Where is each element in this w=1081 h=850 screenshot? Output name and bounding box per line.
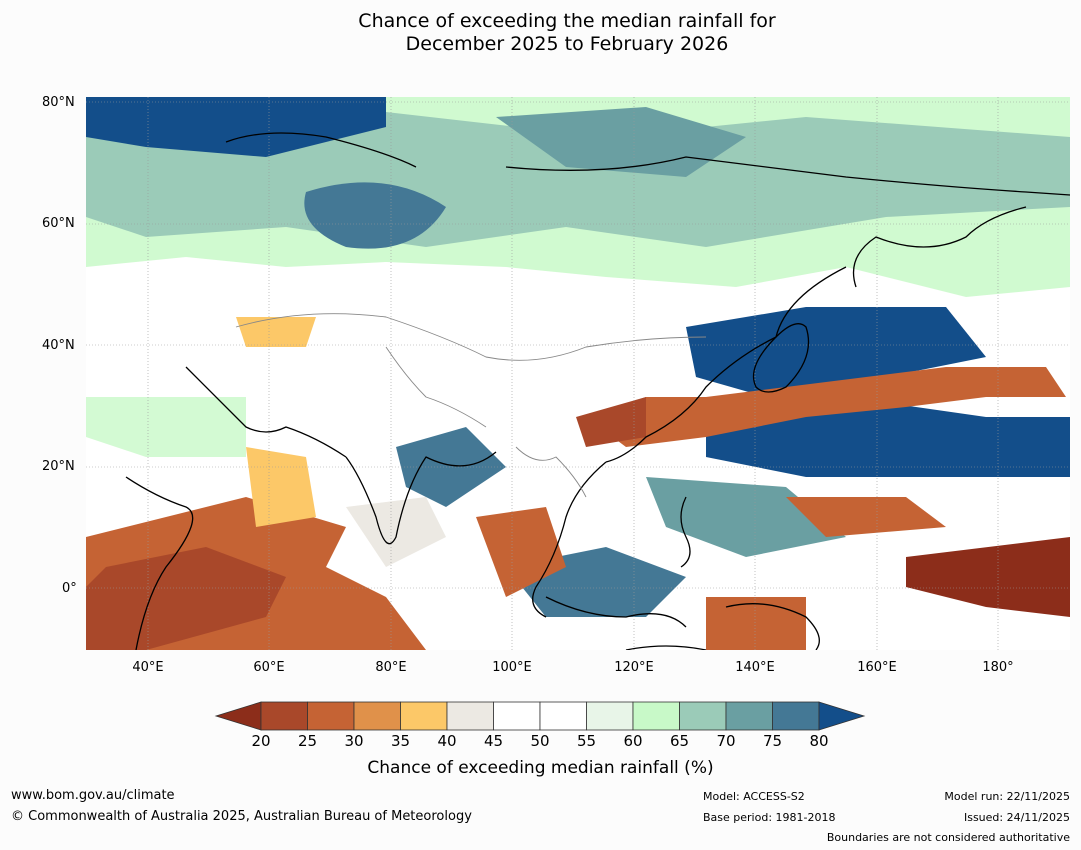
field-tropical-pacific-brown bbox=[786, 497, 946, 537]
colorbar-label-50: 50 bbox=[530, 732, 550, 750]
rainfall-probability-map bbox=[86, 97, 1070, 650]
footer-model: Model: ACCESS-S2 bbox=[703, 790, 805, 803]
colorbar-bin-c35_40 bbox=[400, 701, 448, 731]
footer-copyright: © Commonwealth of Australia 2025, Austra… bbox=[11, 809, 472, 824]
coastlines bbox=[125, 132, 1070, 650]
lon-tick-160e: 160°E bbox=[857, 660, 897, 675]
field-bay-bengal-blue bbox=[396, 427, 506, 507]
coastline-australia-north bbox=[625, 645, 707, 650]
colorbar-label-25: 25 bbox=[297, 732, 318, 750]
field-arabia-green bbox=[86, 397, 246, 457]
field-iran-orange bbox=[236, 317, 316, 347]
field-northsiberia-teal bbox=[496, 107, 746, 177]
coastline-india bbox=[345, 451, 497, 545]
boundary-se-asia bbox=[515, 446, 587, 498]
colorbar-label-35: 35 bbox=[390, 732, 411, 750]
field-newguinea-brown bbox=[706, 597, 806, 650]
field-southchina-darkbrown bbox=[576, 397, 646, 447]
colorbar-label-70: 70 bbox=[716, 732, 736, 750]
lon-tick-140e: 140°E bbox=[735, 660, 775, 675]
colorbar-extend-high bbox=[818, 701, 866, 731]
colorbar-label-55: 55 bbox=[576, 732, 597, 750]
map-canvas bbox=[86, 97, 1070, 650]
footer-url: www.bom.gov.au/climate bbox=[11, 788, 175, 803]
coastline-okhotsk bbox=[852, 206, 1027, 288]
lat-tick-0: 0° bbox=[62, 581, 77, 596]
colorbar-label-60: 60 bbox=[623, 732, 643, 750]
colorbar-bin-c45_50 bbox=[493, 701, 541, 731]
field-scandinavia-blue bbox=[86, 97, 386, 157]
colorbar-label-30: 30 bbox=[344, 732, 364, 750]
boundaries bbox=[235, 313, 707, 498]
colorbar-label-75: 75 bbox=[762, 732, 783, 750]
field-subtropical-brown-band bbox=[586, 367, 1066, 447]
title-line-1: Chance of exceeding the median rainfall … bbox=[358, 10, 776, 32]
colorbar-label-45: 45 bbox=[483, 732, 504, 750]
lat-tick-60n: 60°N bbox=[42, 216, 75, 231]
colorbar-bin-c70_75 bbox=[725, 701, 773, 731]
colorbar-label-80: 80 bbox=[809, 732, 829, 750]
title-line-2: December 2025 to February 2026 bbox=[405, 33, 729, 55]
field-equatorial-pacific-darkbrown bbox=[906, 537, 1070, 617]
lon-tick-80e: 80°E bbox=[375, 660, 407, 675]
colorbar-bin-c30_35 bbox=[353, 701, 401, 731]
footer-disclaimer: Boundaries are not considered authoritat… bbox=[826, 831, 1070, 844]
footer-base-period: Base period: 1981-2018 bbox=[703, 811, 836, 824]
colorbar-title: Chance of exceeding median rainfall (%) bbox=[367, 758, 714, 778]
coastline-japan bbox=[752, 323, 810, 393]
colorbar-bin-c65_70 bbox=[679, 701, 727, 731]
boundary-himalaya bbox=[385, 346, 487, 428]
lon-tick-60e: 60°E bbox=[253, 660, 285, 675]
colorbar-label-40: 40 bbox=[437, 732, 457, 750]
lon-tick-120e: 120°E bbox=[614, 660, 654, 675]
colorbar-bin-c55_60 bbox=[586, 701, 634, 731]
colorbar-bin-c50_55 bbox=[539, 701, 587, 731]
lon-tick-180: 180° bbox=[982, 660, 1014, 675]
colorbar-bin-c60_65 bbox=[632, 701, 680, 731]
colorbar-bin-c75_80 bbox=[772, 701, 820, 731]
colorbar-bin-c20_25 bbox=[260, 701, 308, 731]
field-somalia-darkbrown bbox=[86, 547, 286, 650]
boundary-central-asia bbox=[235, 313, 707, 361]
coastline-indochina bbox=[532, 461, 607, 618]
coastline-new-guinea bbox=[725, 603, 820, 650]
lat-tick-20n: 20°N bbox=[42, 459, 75, 474]
probability-fields bbox=[86, 97, 1070, 650]
field-arabian-sea-orange bbox=[246, 447, 316, 527]
colorbar-label-20: 20 bbox=[251, 732, 271, 750]
coastline-east-africa bbox=[125, 476, 194, 650]
colorbar-extend-low bbox=[214, 701, 262, 731]
colorbar-label-65: 65 bbox=[669, 732, 690, 750]
colorbar bbox=[214, 701, 866, 731]
map-title: Chance of exceeding the median rainfall … bbox=[0, 10, 1081, 56]
footer-issued: Issued: 24/11/2025 bbox=[963, 811, 1070, 824]
lon-tick-100e: 100°E bbox=[492, 660, 532, 675]
colorbar-bin-c25_30 bbox=[307, 701, 355, 731]
graticule bbox=[86, 97, 1070, 650]
footer-model-run: Model run: 22/11/2025 bbox=[944, 790, 1070, 803]
field-westsiberia-blue bbox=[304, 182, 446, 249]
lat-tick-80n: 80°N bbox=[42, 95, 75, 110]
coastline-barents bbox=[225, 132, 417, 168]
coastline-philippines bbox=[680, 496, 691, 568]
lat-tick-40n: 40°N bbox=[42, 338, 75, 353]
coastline-indonesia bbox=[545, 596, 687, 628]
field-northwest-pacific-blue bbox=[686, 307, 986, 397]
coastline-china-east bbox=[605, 266, 847, 463]
lon-tick-40e: 40°E bbox=[132, 660, 164, 675]
coastline-arabia bbox=[185, 366, 347, 458]
field-india-ocean-grey bbox=[346, 497, 446, 567]
colorbar-bin-c40_45 bbox=[446, 701, 494, 731]
coastline-arctic bbox=[505, 156, 1070, 196]
